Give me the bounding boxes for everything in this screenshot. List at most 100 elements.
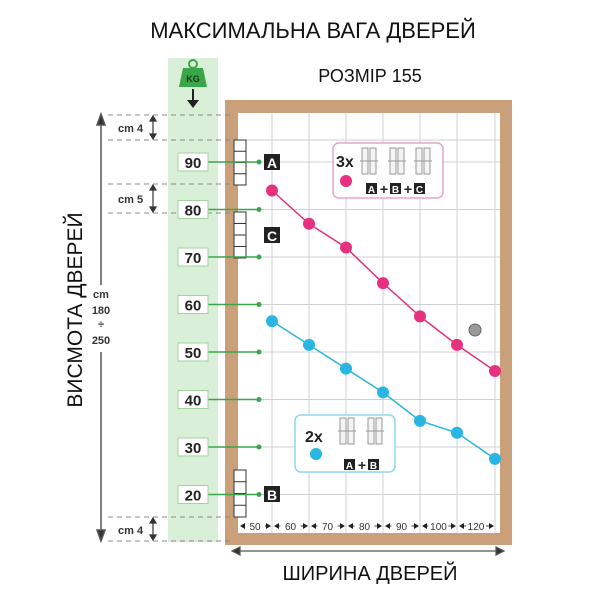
x-tick-bg: [245, 520, 265, 532]
data-point-2x-50: [266, 315, 278, 328]
formula-letter: A: [346, 461, 353, 472]
x-tick-arrow-right: [303, 523, 308, 529]
data-point-2x-100: [451, 426, 463, 439]
data-point-2x-80: [377, 386, 389, 399]
x-tick-label: 80: [359, 522, 371, 533]
weight-leader-dot: [256, 397, 262, 402]
size-label: РОЗМІР 155: [318, 66, 422, 86]
height-range-unit: cm: [93, 289, 109, 301]
x-tick-arrow-right: [266, 523, 271, 529]
top-gap-label: cm 4: [118, 123, 144, 135]
legend-two-dot: [310, 448, 322, 460]
mid-gap-label: cm 5: [118, 194, 143, 206]
data-point-2x-60: [303, 338, 315, 351]
height-range-to: 250: [92, 335, 110, 347]
data-point-3x-90: [414, 310, 426, 323]
formula-badge: [368, 459, 379, 470]
x-tick-arrow-right: [451, 523, 456, 529]
width-axis-label: ШИРИНА ДВЕРЕЙ: [282, 561, 457, 585]
weight-label: 80: [185, 203, 202, 220]
x-tick-bg: [280, 520, 301, 532]
data-point-3x-50: [266, 184, 278, 197]
legend-three-dot: [340, 175, 352, 187]
weight-label: 40: [185, 393, 202, 410]
data-point-3x-100: [451, 338, 463, 351]
weight-leader-dot: [256, 302, 262, 307]
formula-badge: [390, 183, 401, 194]
weight-label-box: [177, 485, 209, 504]
data-point-3x-60: [303, 217, 315, 230]
x-tick-arrow-left: [240, 523, 245, 529]
x-tick-arrow-left: [459, 523, 464, 529]
x-tick-bg: [317, 520, 338, 532]
x-tick-arrow-left: [422, 523, 427, 529]
x-tick-label: 50: [249, 522, 261, 533]
hinge-b-badge: [264, 486, 280, 502]
formula-badge: [366, 183, 377, 194]
x-tick-bg: [466, 520, 486, 532]
formula-plus: +: [358, 457, 366, 473]
x-tick-arrow-right: [340, 523, 345, 529]
x-tick-arrow-left: [274, 523, 279, 529]
legend-two-count: 2x: [305, 429, 323, 446]
hinge-c-label: C: [267, 228, 277, 244]
height-range-from: 180: [92, 305, 110, 317]
weight-leader-dot: [256, 492, 262, 497]
x-tick-arrow-right: [414, 523, 419, 529]
x-tick-label: 120: [468, 522, 485, 533]
weight-label-box: [177, 342, 209, 362]
weight-leader-dot: [256, 159, 262, 165]
x-tick-arrow-right: [489, 523, 494, 529]
legend-three-count: 3x: [336, 154, 354, 171]
formula-letter: B: [370, 461, 377, 472]
x-tick-arrow-left: [385, 523, 390, 529]
formula-plus: +: [404, 181, 412, 197]
data-point-3x-70: [340, 241, 352, 254]
data-point-2x-120: [489, 452, 501, 465]
formula-badge: [344, 459, 355, 470]
data-point-3x-120: [489, 365, 501, 377]
data-point-3x-80: [377, 277, 389, 290]
formula-letter: A: [368, 185, 375, 196]
weight-label: 20: [185, 488, 202, 505]
weight-label-box: [177, 295, 209, 314]
hinge-c-badge: [264, 227, 280, 243]
weight-label: 60: [185, 298, 202, 315]
formula-plus: +: [380, 181, 388, 197]
weight-leader-dot: [256, 349, 262, 355]
weight-label-box: [177, 152, 209, 172]
gray-ball-marker: [468, 323, 482, 337]
data-point-2x-70: [340, 362, 352, 375]
x-tick-label: 60: [285, 522, 297, 533]
weight-label: 90: [185, 155, 202, 172]
formula-badge: [414, 183, 425, 194]
height-range-sep: ÷: [98, 319, 104, 331]
width-arrow: [230, 546, 506, 556]
gap-lines: [108, 114, 232, 542]
weight-label: 50: [185, 345, 202, 362]
x-tick-bg: [354, 520, 375, 532]
weight-kg-icon: KG: [179, 59, 207, 108]
x-tick-label: 100: [430, 522, 447, 533]
x-tick-arrow-left: [348, 523, 353, 529]
x-tick-label: 90: [396, 522, 408, 533]
height-arrow: [95, 111, 107, 544]
weight-label: 30: [185, 440, 202, 457]
weight-leader-dot: [256, 207, 262, 212]
weight-leader-dot: [256, 444, 262, 450]
x-tick-bg: [428, 520, 449, 532]
weight-leader-dot: [256, 254, 262, 260]
weight-label-box: [177, 437, 209, 457]
x-tick-label: 70: [322, 522, 334, 533]
weight-label-box: [177, 247, 209, 267]
data-point-2x-90: [414, 414, 426, 427]
x-tick-bg: [391, 520, 412, 532]
hinge-b-label: B: [267, 487, 277, 503]
x-tick-arrow-left: [311, 523, 316, 529]
formula-letter: C: [416, 185, 423, 196]
height-axis-label: ВИСМОТА ДВЕРЕЙ: [63, 212, 87, 407]
chart-title: МАКСИМАЛЬНА ВАГА ДВЕРЕЙ: [150, 18, 476, 43]
weight-label: 70: [185, 250, 202, 267]
formula-letter: B: [392, 185, 399, 196]
